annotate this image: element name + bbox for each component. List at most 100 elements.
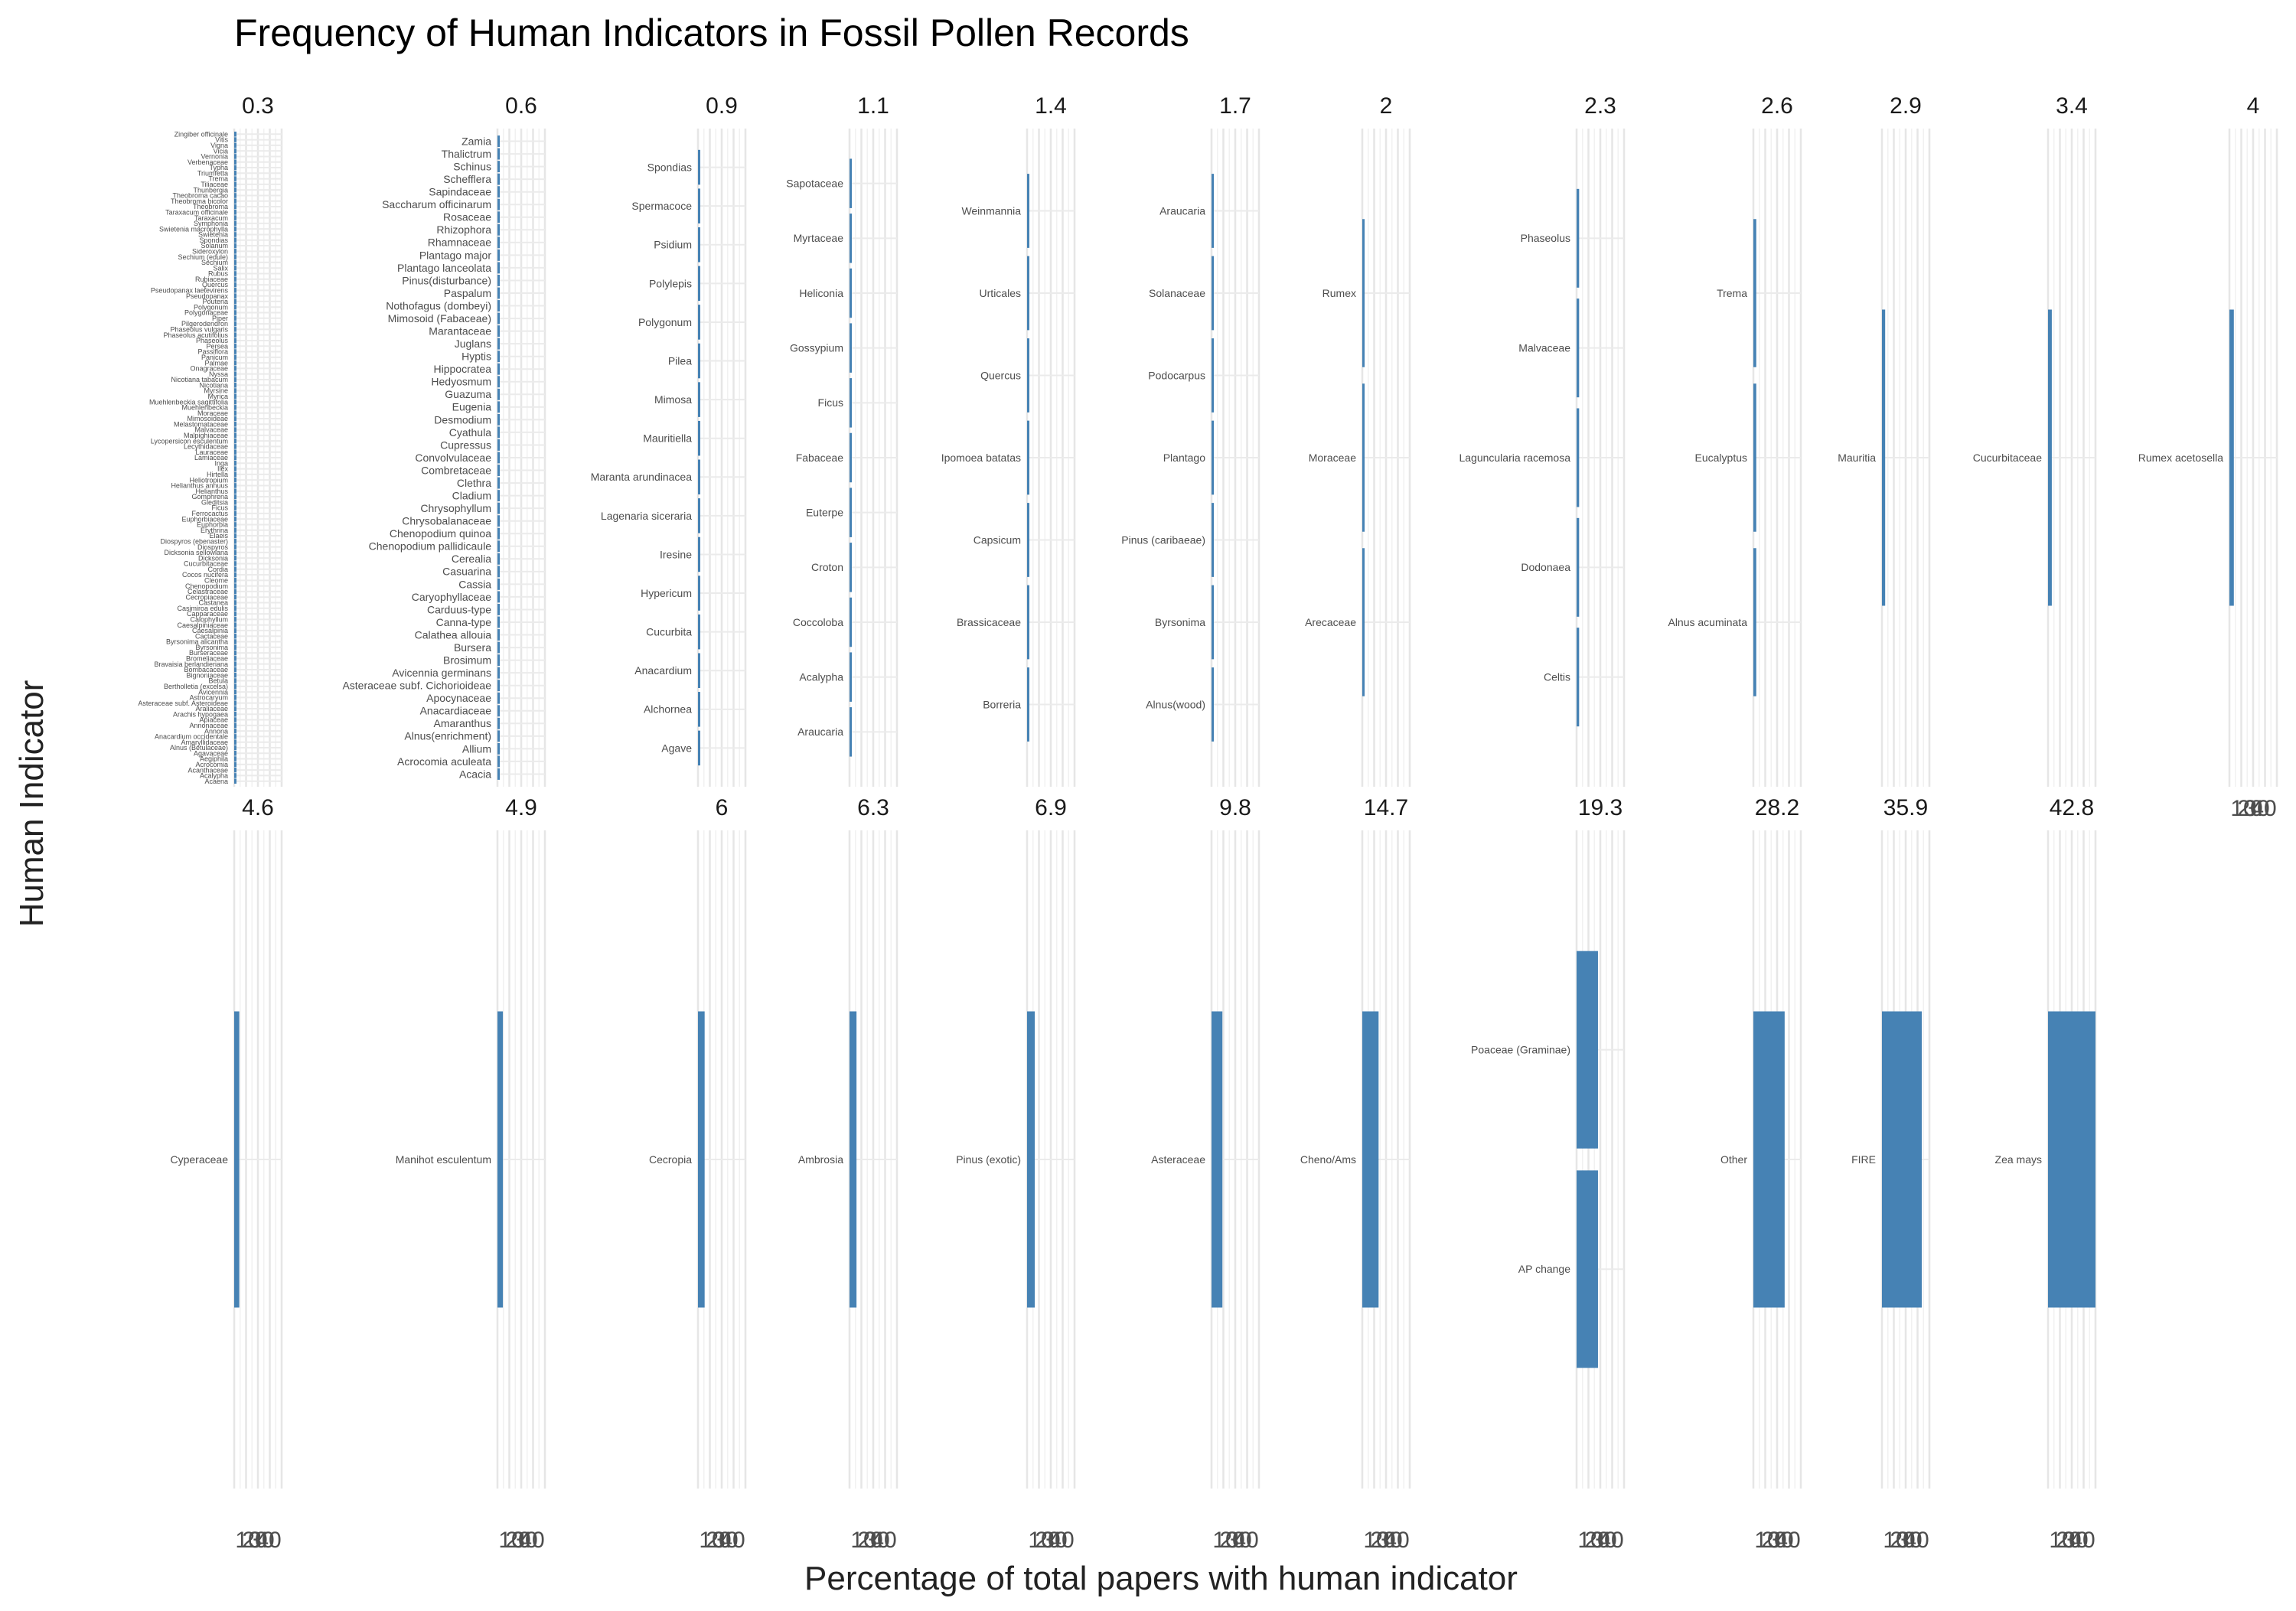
bar xyxy=(1753,383,1756,532)
bar xyxy=(497,629,500,641)
facet-strip-label: 1.1 xyxy=(857,93,889,119)
x-tick-label: 10 xyxy=(2049,1528,2074,1553)
y-tick-label: Allium xyxy=(462,742,491,755)
y-tick-label: Weinmannia xyxy=(961,204,1021,217)
bar xyxy=(698,305,700,340)
facet-strip-label: 3.4 xyxy=(2056,93,2088,119)
y-tick-label: Agavaceae xyxy=(194,749,228,757)
x-tick-label: 10 xyxy=(2230,796,2255,821)
y-tick-label: Caryophyllaceae xyxy=(412,591,491,603)
bar xyxy=(234,522,236,527)
bar xyxy=(850,1011,857,1308)
y-tick-label: Cladium xyxy=(452,490,491,502)
y-tick-label: Alnus(wood) xyxy=(1146,698,1205,710)
facet-strip-label: 0.9 xyxy=(706,93,738,119)
bar xyxy=(234,271,236,276)
y-tick-label: Moraceae xyxy=(197,409,228,417)
y-tick-label: Avicennia germinans xyxy=(392,667,491,679)
y-tick-label: Mauritia xyxy=(1838,452,1876,464)
y-tick-label: Spondias xyxy=(647,161,692,173)
bar xyxy=(234,555,236,561)
y-tick-label: Combretaceae xyxy=(421,464,491,476)
y-tick-label: Apocynaceae xyxy=(426,692,491,704)
y-tick-label: Bravaisia berlandieriana xyxy=(154,660,228,668)
y-tick-label: Chrysobalanaceae xyxy=(402,515,491,527)
bar xyxy=(497,502,500,514)
y-tick-label: Tiliaceae xyxy=(201,181,228,188)
bar xyxy=(497,376,500,388)
bar xyxy=(497,604,500,615)
y-tick-label: Guazuma xyxy=(445,388,491,400)
bar xyxy=(497,553,500,565)
bar xyxy=(234,154,236,159)
bar xyxy=(234,405,236,410)
y-tick-label: Celastraceae xyxy=(188,588,228,595)
bar xyxy=(234,276,236,282)
x-tick-label: 30 xyxy=(512,1528,537,1553)
facet-panel: 1.7 Alnus(wood) Byrsonima Pinus (caribaeae)… xyxy=(1121,93,1261,787)
y-tick-label: Nothofagus (dombeyi) xyxy=(386,299,491,311)
y-tick-label: Fabaceae xyxy=(796,452,843,464)
x-tick-label: 30 xyxy=(864,1528,889,1553)
bar xyxy=(234,288,236,293)
y-tick-label: Casimiroa edulis xyxy=(177,605,228,612)
bar xyxy=(1577,188,1580,288)
y-tick-label: Caesalpinia xyxy=(192,627,228,634)
y-tick-label: Acrocomia xyxy=(195,761,228,768)
bar xyxy=(497,717,500,729)
bar xyxy=(234,343,236,349)
bar xyxy=(234,315,236,321)
bar xyxy=(850,597,852,647)
y-tick-label: Cucurbita xyxy=(646,626,692,638)
bar xyxy=(234,494,236,500)
y-tick-label: Acalypha xyxy=(799,671,843,683)
bar xyxy=(497,148,500,160)
y-tick-label: Brosimum xyxy=(443,654,491,667)
facet-panel: 1.1 Araucaria Acalypha Coccoloba Croton Euter… xyxy=(786,93,899,787)
bar xyxy=(234,382,236,388)
bar xyxy=(234,622,236,628)
bar xyxy=(698,188,700,223)
bar xyxy=(497,338,500,350)
y-tick-label: Heliconia xyxy=(799,287,843,299)
y-tick-label: Rumex xyxy=(1322,287,1356,299)
bar xyxy=(497,705,500,717)
y-tick-label: Byrsonima xyxy=(195,644,228,651)
bar xyxy=(234,410,236,416)
bar xyxy=(234,327,236,332)
y-tick-label: Ipomoea batatas xyxy=(941,452,1021,464)
y-tick-label: Anacardium xyxy=(634,664,692,677)
bar xyxy=(497,515,500,527)
bar xyxy=(497,566,500,578)
bar xyxy=(234,232,236,237)
bar xyxy=(1212,667,1214,742)
y-tick-label: Canna-type xyxy=(436,616,492,628)
facet-strip-label: 6 xyxy=(716,795,729,820)
bar xyxy=(234,544,236,550)
y-tick-label: Malpighiaceae xyxy=(184,432,228,439)
bar xyxy=(234,756,236,761)
y-tick-label: Sapindaceae xyxy=(429,186,491,198)
bar xyxy=(234,366,236,371)
bar xyxy=(234,198,236,204)
y-tick-label: Hyptis xyxy=(461,351,491,363)
y-tick-label: Lecythidaceae xyxy=(184,443,228,451)
y-tick-label: Pinus (exotic) xyxy=(956,1153,1021,1166)
bar xyxy=(234,249,236,254)
y-tick-label: Phaseolus vulgaris xyxy=(170,326,228,334)
y-tick-label: Byrsonima alicantha xyxy=(166,638,228,646)
y-tick-label: Manihot esculentum xyxy=(396,1153,491,1166)
bar xyxy=(234,527,236,533)
bar xyxy=(850,323,852,373)
y-tick-label: Vernonia xyxy=(201,153,228,161)
bar xyxy=(1027,667,1029,742)
y-tick-label: Verbenaceae xyxy=(188,158,228,166)
bar xyxy=(234,483,236,488)
y-tick-label: Urticales xyxy=(980,287,1021,299)
bar xyxy=(234,461,236,466)
y-tick-label: Nyssa xyxy=(209,370,228,378)
